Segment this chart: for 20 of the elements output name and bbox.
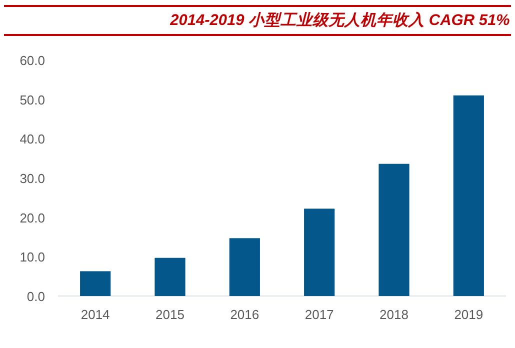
y-tick-label: 10.0 bbox=[20, 250, 45, 265]
y-tick-label: 50.0 bbox=[20, 92, 45, 108]
x-tick-label: 2018 bbox=[380, 307, 408, 322]
x-tick-label: 2017 bbox=[304, 307, 334, 322]
y-tick-label: 20.0 bbox=[20, 210, 45, 226]
x-tick-label: 2014 bbox=[80, 307, 110, 322]
bar bbox=[80, 271, 111, 296]
y-tick-label: 60.0 bbox=[20, 53, 45, 68]
y-tick-label: 30.0 bbox=[20, 171, 45, 186]
y-tick-label: 0.0 bbox=[26, 289, 45, 304]
bar bbox=[378, 164, 410, 296]
bar bbox=[154, 258, 186, 296]
x-tick-label: 2015 bbox=[156, 307, 184, 322]
bar bbox=[453, 95, 484, 296]
x-tick-label: 2019 bbox=[454, 307, 484, 322]
y-tick-label: 40.0 bbox=[20, 132, 45, 147]
bar bbox=[229, 238, 260, 296]
chart-title: 2014-2019 小型工业级无人机年收入 CAGR 51% bbox=[169, 11, 510, 29]
bar bbox=[304, 208, 335, 296]
x-tick-label: 2016 bbox=[230, 307, 260, 322]
